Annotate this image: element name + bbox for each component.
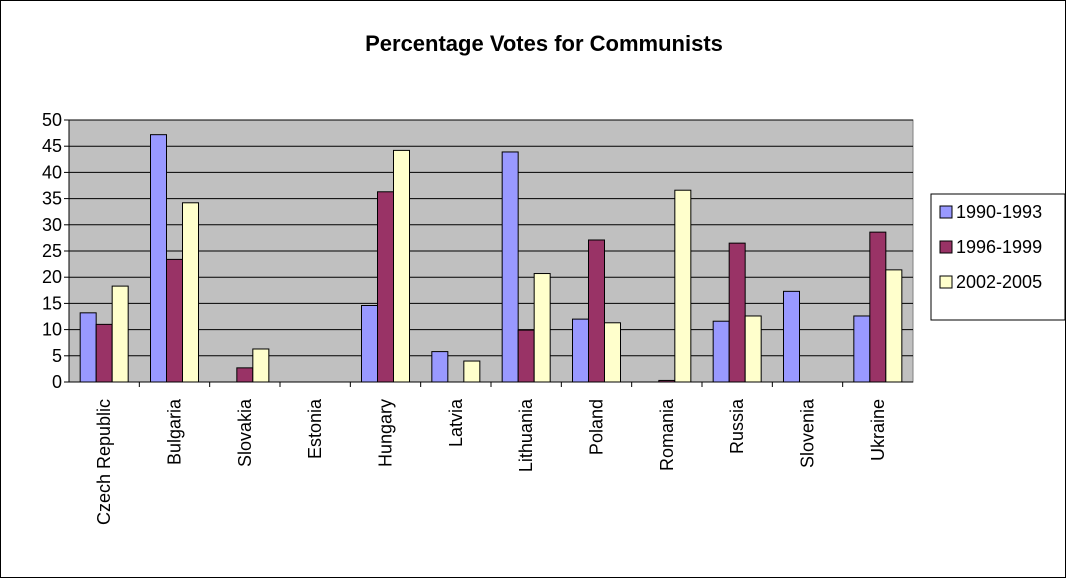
x-category-label: Russia xyxy=(727,398,747,454)
legend-box xyxy=(930,193,1066,321)
bar-1990-1993-russia xyxy=(712,320,730,383)
bar-1990-1993-czech-republic xyxy=(79,312,97,383)
y-tick-label: 0 xyxy=(52,372,62,392)
bar-1990-1993-latvia xyxy=(431,351,449,383)
bar-2002-2005-romania xyxy=(674,189,692,383)
bar-1996-1999-lithuania xyxy=(517,329,535,383)
bar-1996-1999-slovakia xyxy=(236,367,254,383)
x-category-label: Hungary xyxy=(376,399,396,467)
bar-1996-1999-ukraine xyxy=(869,231,887,383)
x-category-label: Bulgaria xyxy=(165,398,185,465)
y-axis-ticks: 0 5 10 15 20 25 30 35 40 45 50 xyxy=(42,110,69,392)
y-tick-label: 50 xyxy=(42,110,62,130)
bar-1990-1993-slovenia xyxy=(783,290,800,383)
bar-1996-1999-czech-republic xyxy=(95,323,113,383)
bar-1990-1993-hungary xyxy=(361,304,378,383)
y-tick-label: 45 xyxy=(42,136,62,156)
y-tick-label: 15 xyxy=(42,293,62,313)
x-category-label: Czech Republic xyxy=(94,399,114,525)
y-tick-label: 35 xyxy=(42,189,62,209)
legend: 1990-1993 1996-1999 2002-2005 xyxy=(930,193,1066,321)
bar-2002-2005-czech-republic xyxy=(111,285,129,383)
x-category-label: Ukraine xyxy=(868,399,888,461)
bar-1996-1999-hungary xyxy=(377,191,394,383)
bar-1990-1993-ukraine xyxy=(853,315,871,383)
bar-1990-1993-lithuania xyxy=(501,151,519,383)
x-category-label: Lithuania xyxy=(516,398,536,472)
y-tick-label: 25 xyxy=(42,241,62,261)
bar-1990-1993-bulgaria xyxy=(150,134,167,383)
x-category-label: Slovenia xyxy=(798,398,818,468)
legend-label: 1990-1993 xyxy=(956,202,1042,222)
y-tick-label: 40 xyxy=(42,162,62,182)
x-category-label: Slovakia xyxy=(235,398,255,467)
x-axis-categories: Czech Republic Bulgaria Slovakia Estonia Hun… xyxy=(94,382,888,525)
x-category-label: Romania xyxy=(657,398,677,471)
legend-label: 2002-2005 xyxy=(956,272,1042,292)
legend-swatch xyxy=(939,240,953,254)
bar-1990-1993-poland xyxy=(572,318,589,383)
legend-label: 1996-1999 xyxy=(956,237,1042,257)
legend-swatch xyxy=(939,205,953,219)
bar-1996-1999-bulgaria xyxy=(166,258,183,383)
y-tick-label: 5 xyxy=(52,346,62,366)
bar-2002-2005-latvia xyxy=(463,360,481,383)
bar-2002-2005-poland xyxy=(604,322,621,383)
bar-2002-2005-lithuania xyxy=(533,273,551,383)
y-tick-label: 20 xyxy=(42,267,62,287)
x-category-label: Poland xyxy=(587,399,607,455)
bar-2002-2005-slovakia xyxy=(252,348,270,383)
bar-2002-2005-russia xyxy=(744,315,762,383)
chart-title: Percentage Votes for Communists xyxy=(365,31,723,56)
bar-2002-2005-hungary xyxy=(393,149,410,383)
bar-2002-2005-bulgaria xyxy=(182,202,199,383)
x-category-label: Estonia xyxy=(305,398,325,459)
gridlines xyxy=(69,119,913,357)
bar-1996-1999-poland xyxy=(588,239,605,383)
bars xyxy=(79,134,903,383)
legend-swatch xyxy=(939,275,953,289)
bar-2002-2005-ukraine xyxy=(885,269,903,383)
bar-1996-1999-russia xyxy=(728,242,746,383)
y-tick-label: 30 xyxy=(42,215,62,235)
y-tick-label: 10 xyxy=(42,320,62,340)
x-category-label: Latvia xyxy=(446,398,466,447)
